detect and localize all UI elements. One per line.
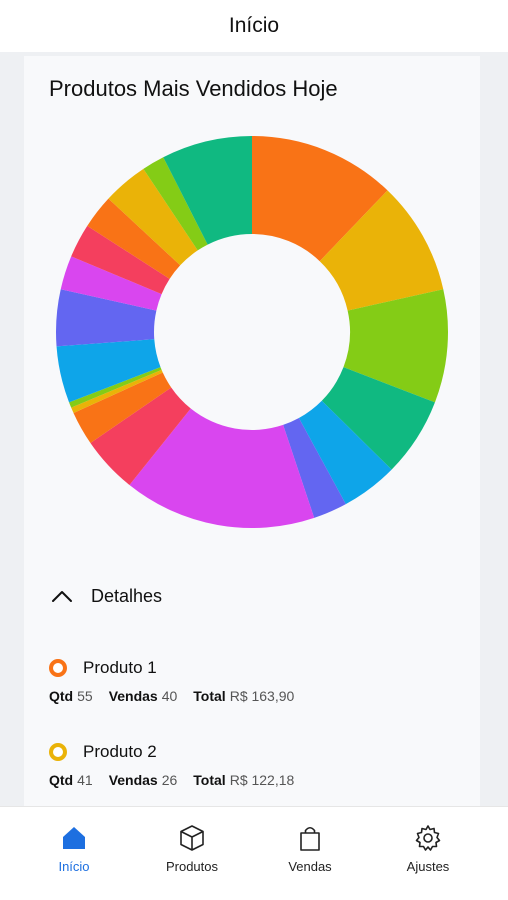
donut-slice-4[interactable]: [321, 367, 435, 470]
vendas-label: Vendas: [108, 772, 158, 788]
donut-slice-16[interactable]: [87, 198, 181, 279]
product-color-dot: [49, 659, 67, 677]
nav-item-inicio[interactable]: Início: [15, 807, 133, 900]
nav-label: Produtos: [165, 859, 219, 874]
donut-slice-19[interactable]: [163, 136, 252, 245]
qtd-label: Qtd: [49, 688, 74, 704]
nav-label: Início: [58, 859, 90, 874]
card-title: Produtos Mais Vendidos Hoje: [49, 76, 338, 101]
donut-chart: [56, 136, 449, 528]
donut-slice-17[interactable]: [108, 168, 198, 266]
product-stats: Qtd 55 Vendas 40 Total R$ 163,90: [49, 688, 294, 704]
donut-slice-5[interactable]: [298, 400, 392, 505]
donut-slice-2[interactable]: [319, 190, 444, 311]
donut-slice-7[interactable]: [129, 408, 315, 528]
product-item: Produto 2 Qtd 41 Vendas 26 Total R$ 122,18: [49, 742, 294, 788]
total-value: R$ 163,90: [229, 688, 295, 704]
donut-slice-1[interactable]: [252, 136, 388, 262]
donut-slice-12[interactable]: [56, 339, 161, 403]
donut-slice-6[interactable]: [283, 418, 346, 518]
app-header: Início: [0, 0, 508, 52]
vendas-value: 40: [161, 688, 178, 704]
vendas-label: Vendas: [108, 688, 158, 704]
product-name: Produto 2: [83, 742, 157, 761]
total-label: Total: [193, 772, 226, 788]
nav-item-ajustes[interactable]: Ajustes: [369, 807, 487, 900]
qtd-label: Qtd: [49, 772, 74, 788]
donut-slice-15[interactable]: [71, 225, 170, 295]
page-title: Início: [228, 14, 280, 37]
donut-slice-10[interactable]: [71, 369, 163, 413]
product-item: Produto 1 Qtd 55 Vendas 40 Total R$ 163,90: [49, 658, 294, 704]
shopping-bag-icon: [300, 826, 320, 851]
donut-slice-13[interactable]: [56, 289, 157, 347]
nav-label: Vendas: [288, 859, 332, 874]
nav-item-vendas[interactable]: Vendas: [251, 807, 369, 900]
donut-slice-11[interactable]: [69, 367, 162, 408]
vendas-value: 26: [161, 772, 178, 788]
top-products-card: Produtos Mais Vendidos Hoje Detalhes Pro…: [24, 56, 480, 806]
donut-slice-18[interactable]: [143, 157, 208, 251]
details-label: Detalhes: [91, 586, 163, 606]
donut-slice-8[interactable]: [90, 387, 191, 485]
qtd-value: 55: [77, 688, 93, 704]
product-name: Produto 1: [83, 658, 157, 677]
donut-slice-9[interactable]: [73, 372, 172, 443]
donut-slice-14[interactable]: [60, 256, 162, 311]
chevron-up-icon: [52, 590, 72, 602]
product-color-dot: [49, 743, 67, 761]
box-icon: [180, 825, 204, 851]
home-icon: [63, 827, 85, 849]
details-toggle[interactable]: Detalhes: [49, 586, 162, 607]
bottom-nav: Início Produtos Vendas Ajustes: [0, 806, 508, 900]
total-value: R$ 122,18: [229, 772, 295, 788]
product-stats: Qtd 41 Vendas 26 Total R$ 122,18: [49, 772, 294, 788]
donut-slice-3[interactable]: [343, 289, 449, 403]
qtd-value: 41: [77, 772, 93, 788]
gear-icon: [415, 825, 441, 851]
nav-item-produtos[interactable]: Produtos: [133, 807, 251, 900]
total-label: Total: [193, 688, 226, 704]
nav-label: Ajustes: [406, 859, 450, 874]
